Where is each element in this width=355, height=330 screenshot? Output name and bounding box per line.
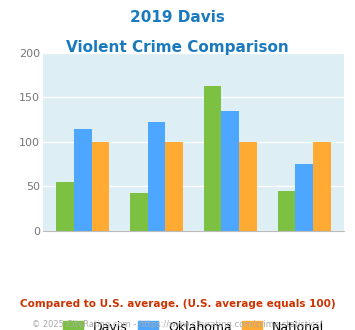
Text: Compared to U.S. average. (U.S. average equals 100): Compared to U.S. average. (U.S. average … xyxy=(20,299,335,309)
Bar xyxy=(130,193,148,231)
Bar xyxy=(204,86,222,231)
Text: Violent Crime Comparison: Violent Crime Comparison xyxy=(66,40,289,54)
Bar xyxy=(278,191,295,231)
Bar xyxy=(74,128,92,231)
Text: © 2025 CityRating.com - https://www.cityrating.com/crime-statistics/: © 2025 CityRating.com - https://www.city… xyxy=(32,320,323,329)
Bar xyxy=(165,142,183,231)
Bar xyxy=(148,122,165,231)
Bar xyxy=(222,111,239,231)
Bar xyxy=(56,182,74,231)
Bar xyxy=(92,142,109,231)
Bar xyxy=(239,142,257,231)
Bar xyxy=(313,142,331,231)
Legend: Davis, Oklahoma, National: Davis, Oklahoma, National xyxy=(58,316,329,330)
Text: 2019 Davis: 2019 Davis xyxy=(130,10,225,25)
Bar xyxy=(295,164,313,231)
